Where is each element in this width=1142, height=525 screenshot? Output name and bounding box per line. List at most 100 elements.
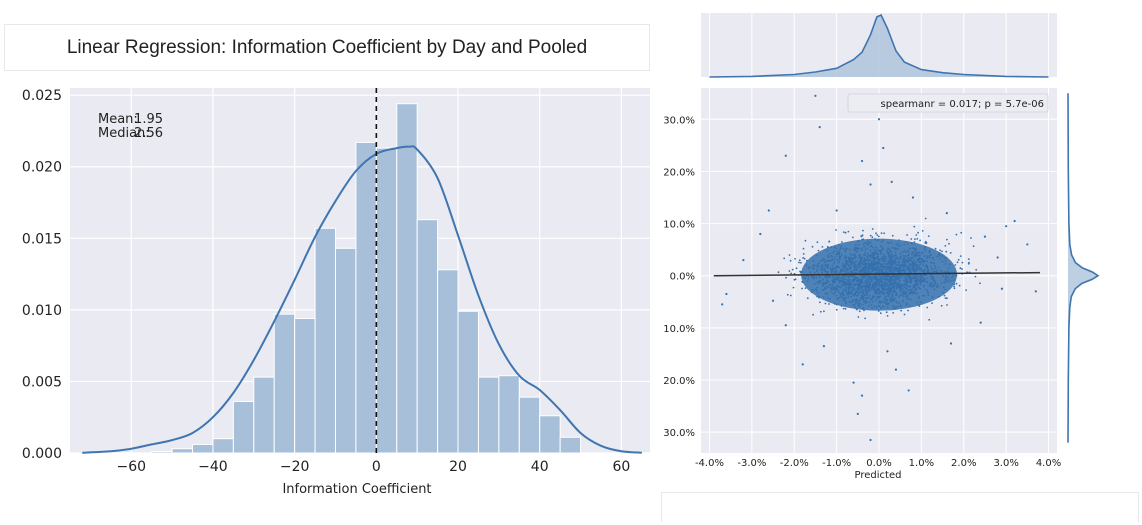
scatter-point <box>902 292 904 294</box>
scatter-point <box>906 297 909 300</box>
scatter-point <box>875 251 878 254</box>
scatter-point <box>885 311 888 314</box>
scatter-point <box>812 289 815 292</box>
scatter-point <box>864 317 866 320</box>
scatter-point <box>821 271 824 274</box>
scatter-point <box>875 239 878 242</box>
scatter-point <box>822 265 824 268</box>
scatter-point <box>830 259 833 262</box>
scatter-point <box>921 270 923 272</box>
scatter-point <box>858 302 860 305</box>
scatter-point <box>915 263 917 266</box>
hist-bar <box>437 269 459 454</box>
top-density-fill <box>709 15 1049 77</box>
scatter-point <box>831 270 833 272</box>
scatter-point <box>903 243 906 246</box>
scatter-point <box>878 279 880 282</box>
scatter-point <box>866 291 869 294</box>
x-tick-label: -2.0% <box>780 458 809 469</box>
scatter-point <box>806 259 808 262</box>
scatter-point <box>943 281 946 283</box>
scatter-point <box>965 289 967 291</box>
scatter-point <box>884 260 887 263</box>
scatter-point <box>906 259 909 262</box>
scatter-point <box>909 298 912 301</box>
scatter-point <box>938 253 940 256</box>
scatter-point <box>913 264 915 266</box>
chart-title-box: Linear Regression: Information Coefficie… <box>4 24 650 71</box>
scatter-point <box>953 283 956 286</box>
scatter-point <box>829 298 831 300</box>
scatter-point <box>927 269 930 271</box>
scatter-point <box>878 301 881 304</box>
scatter-point <box>944 297 947 299</box>
scatter-point <box>900 309 903 312</box>
scatter-point <box>902 295 905 298</box>
scatter-point <box>826 292 829 295</box>
scatter-point <box>856 240 859 243</box>
scatter-point <box>944 259 947 262</box>
scatter-point <box>847 272 850 274</box>
scatter-point <box>921 264 924 266</box>
scatter-point <box>905 261 908 263</box>
scatter-point <box>866 283 869 286</box>
hist-bar <box>253 376 275 454</box>
scatter-point <box>882 146 885 150</box>
scatter-point <box>880 281 882 284</box>
scatter-point <box>816 295 818 298</box>
scatter-point <box>961 261 964 264</box>
scatter-point <box>845 296 847 299</box>
scatter-point <box>871 251 874 254</box>
scatter-point <box>892 263 895 266</box>
scatter-point <box>914 261 917 264</box>
scatter-point <box>802 257 804 259</box>
scatter-point <box>847 230 850 233</box>
scatter-point <box>838 261 840 263</box>
x-tick-label: −40 <box>198 459 228 475</box>
scatter-point <box>802 281 804 283</box>
scatter-point <box>866 285 869 288</box>
scatter-point <box>869 283 872 286</box>
scatter-point <box>836 265 839 268</box>
y-tick-label: 0.020 <box>22 160 62 176</box>
scatter-point <box>910 278 913 281</box>
scatter-point <box>913 262 916 265</box>
scatter-point <box>901 264 904 267</box>
scatter-point <box>934 247 937 250</box>
scatter-point <box>844 255 847 258</box>
scatter-point <box>863 309 865 312</box>
scatter-point <box>935 269 938 272</box>
scatter-point <box>907 289 910 291</box>
scatter-point <box>842 297 845 299</box>
scatter-point <box>888 274 891 277</box>
scatter-point <box>836 284 838 286</box>
scatter-point <box>784 324 787 327</box>
scatter-point <box>947 280 950 283</box>
scatter-point <box>888 257 891 260</box>
scatter-point <box>897 305 899 308</box>
scatter-point <box>894 264 897 267</box>
scatter-point <box>895 261 898 263</box>
scatter-point <box>863 285 865 288</box>
hist-bar <box>273 313 296 454</box>
scatter-point <box>828 275 830 277</box>
scatter-point <box>913 270 916 273</box>
scatter-point <box>842 247 845 250</box>
scatter-point <box>970 237 972 239</box>
scatter-point <box>837 277 839 280</box>
scatter-point <box>877 295 880 298</box>
scatter-point <box>915 234 918 236</box>
scatter-point <box>911 196 915 199</box>
scatter-point <box>759 232 762 236</box>
scatter-point <box>918 258 921 261</box>
scatter-point <box>878 305 881 307</box>
scatter-point <box>880 252 882 255</box>
scatter-point <box>844 231 847 234</box>
scatter-point <box>940 304 943 307</box>
scatter-point <box>896 257 898 260</box>
scatter-point <box>907 251 910 254</box>
scatter-point <box>898 267 901 270</box>
scatter-point <box>831 289 833 291</box>
scatter-point <box>912 268 914 271</box>
scatter-point <box>869 245 872 248</box>
